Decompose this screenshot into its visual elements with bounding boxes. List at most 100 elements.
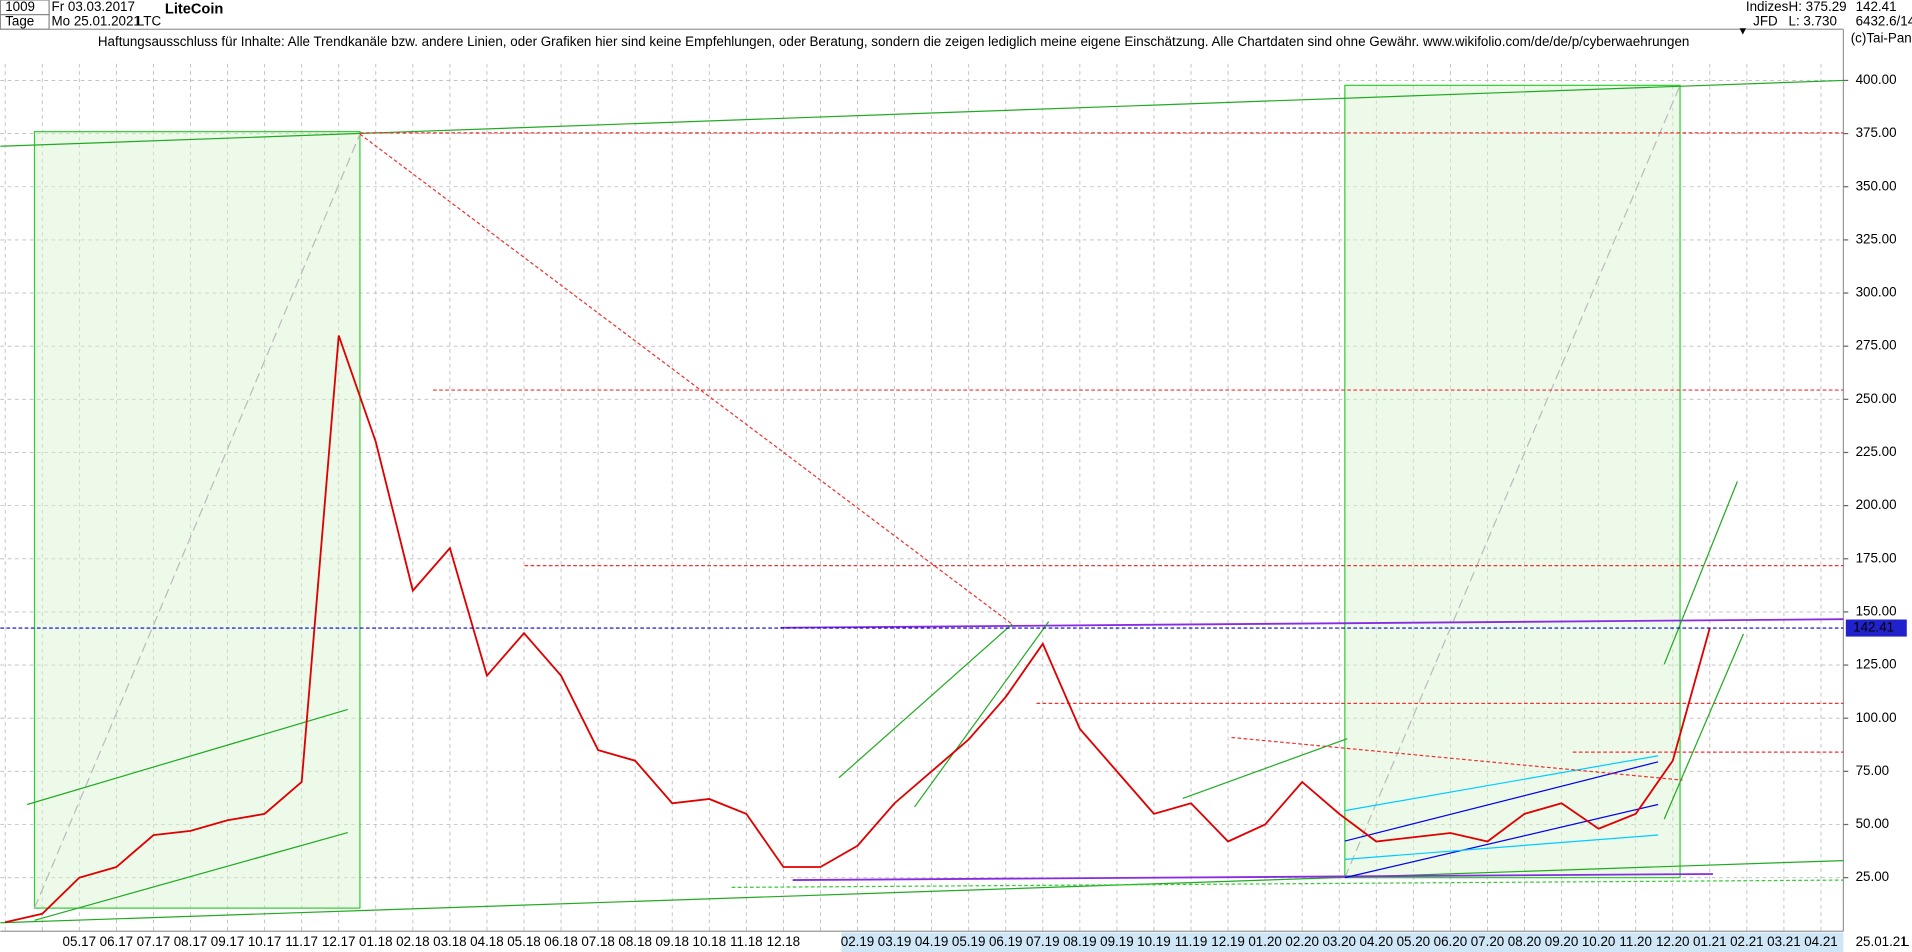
- price-line: [5, 335, 1711, 924]
- y-tick-label: 100.00: [1856, 710, 1897, 725]
- x-tick-label: 11.19: [1175, 934, 1208, 949]
- copyright: (c)Tai-Pan: [1851, 31, 1912, 46]
- x-tick-label: 07.19: [1026, 934, 1060, 949]
- x-tick-label: 12.20: [1656, 934, 1690, 949]
- x-tick-label: 05.17: [63, 934, 97, 949]
- x-tick-label: 10.18: [693, 934, 727, 949]
- trendline: [1231, 736, 1683, 781]
- x-tick-label: 02.19: [841, 934, 875, 949]
- x-tick-label: 08.19: [1063, 934, 1097, 949]
- y-tick-label: 225.00: [1856, 444, 1897, 459]
- y-tick-label: 275.00: [1856, 338, 1897, 353]
- low: L: 3.730: [1789, 13, 1837, 28]
- axis-highlight: [841, 932, 1844, 952]
- x-tick-label: 01.20: [1248, 934, 1282, 949]
- y-tick-label: 25.00: [1856, 869, 1890, 884]
- x-tick-label: 05.18: [507, 934, 541, 949]
- channel: [1344, 761, 1659, 842]
- y-tick-label: 250.00: [1856, 391, 1897, 406]
- y-tick-label: 150.00: [1856, 603, 1897, 618]
- trendline: [0, 79, 1844, 147]
- channel: [1344, 803, 1659, 879]
- start-date: Fr 03.03.2017: [52, 0, 135, 14]
- disclaimer: Haftungsausschluss für Inhalte: Alle Tre…: [98, 34, 1689, 49]
- x-tick-label: 05.20: [1397, 934, 1431, 949]
- x-tick-label: 02.21: [1730, 934, 1764, 949]
- x-tick-label: 08.18: [618, 934, 652, 949]
- x-tick-label: 03.20: [1322, 934, 1356, 949]
- channel: [26, 708, 348, 806]
- x-tick-label: 04.18: [470, 934, 504, 949]
- x-tick-label: 04.19: [915, 934, 949, 949]
- x-tick-label: 10.20: [1582, 934, 1616, 949]
- x-tick-label: 11.20: [1619, 934, 1652, 949]
- channel: [1344, 755, 1659, 812]
- x-tick-label: 01.21: [1693, 934, 1727, 949]
- trendline: [731, 879, 1844, 889]
- channel: [1663, 633, 1745, 820]
- market: Indizes: [1746, 0, 1789, 14]
- y-tick-label: 375.00: [1856, 125, 1897, 140]
- x-tick-label: 05.19: [952, 934, 986, 949]
- x-tick-label: 07.17: [137, 934, 171, 949]
- broker: JFD: [1753, 13, 1778, 28]
- x-tick-label: 10.17: [248, 934, 282, 949]
- x-tick-label: 03.21: [1767, 934, 1801, 949]
- box: [33, 131, 361, 909]
- x-tick-label: 11.18: [730, 934, 763, 949]
- y-tick-label: 400.00: [1856, 72, 1897, 87]
- x-tick-label: 01.18: [359, 934, 393, 949]
- trendline: [359, 133, 1013, 625]
- annotations: [0, 79, 1844, 924]
- x-tick-label: 02.20: [1285, 934, 1319, 949]
- trendline: [0, 859, 1844, 924]
- x-tick-label: 09.18: [655, 934, 689, 949]
- date-right: 25.01.21: [1856, 934, 1908, 949]
- x-tick-label: 06.17: [100, 934, 134, 949]
- x-tick-label: 11.17: [285, 934, 318, 949]
- x-tick-label: 09.20: [1545, 934, 1579, 949]
- x-tick-label: 10.19: [1137, 934, 1171, 949]
- bars: 1009: [5, 0, 35, 14]
- channel: [838, 623, 1013, 779]
- x-tick-label: 03.18: [433, 934, 467, 949]
- y-tick-label: 50.00: [1856, 816, 1890, 831]
- channel: [34, 831, 348, 921]
- level-line: [792, 873, 1713, 881]
- channel: [914, 621, 1050, 808]
- x-tick-label: 07.20: [1471, 934, 1505, 949]
- instrument-name: LiteCoin: [165, 2, 224, 18]
- x-tick-label: 08.17: [174, 934, 208, 949]
- high: H: 375.29: [1789, 0, 1847, 14]
- x-tick-label: 06.20: [1434, 934, 1468, 949]
- x-tick-label: 08.20: [1508, 934, 1542, 949]
- x-tick-label: 12.18: [767, 934, 801, 949]
- x-tick-label: 09.17: [211, 934, 245, 949]
- y-tick-label: 200.00: [1856, 497, 1897, 512]
- y-tick-label: 325.00: [1856, 231, 1897, 246]
- x-tick-label: 12.17: [322, 934, 356, 949]
- last-price-box: [1845, 619, 1907, 637]
- y-tick-label: 75.00: [1856, 763, 1890, 778]
- x-tick-label: 06.19: [989, 934, 1023, 949]
- x-tick-label: 06.18: [544, 934, 578, 949]
- y-tick-label: 125.00: [1856, 657, 1897, 672]
- x-tick-label: 02.18: [396, 934, 430, 949]
- y-tick-label: 350.00: [1856, 178, 1897, 193]
- level-line: [780, 618, 1844, 629]
- last-price-label: 142.41: [1853, 620, 1894, 635]
- y-tick-label: 175.00: [1856, 550, 1897, 565]
- x-tick-label: 03.19: [878, 934, 912, 949]
- y-tick-label: 300.00: [1856, 285, 1897, 300]
- info: 6432.6/14: [1856, 13, 1912, 28]
- corner: L: [1902, 934, 1909, 949]
- marker: ▼: [1737, 26, 1748, 38]
- x-tick-label: 04.20: [1360, 934, 1394, 949]
- channel: [1344, 834, 1659, 860]
- last: 142.41: [1856, 0, 1897, 14]
- x-tick-label: 09.19: [1100, 934, 1134, 949]
- trendline: [33, 133, 361, 909]
